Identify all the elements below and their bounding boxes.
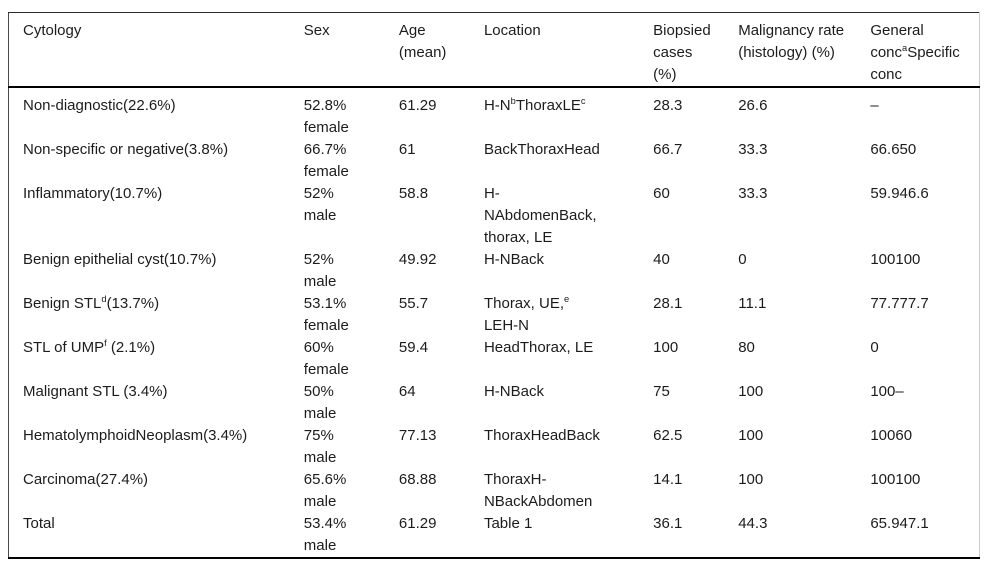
cell-age-mean: 55.7	[398, 295, 429, 312]
table-row: Malignant STL (3.4%) 50% male 64 H-NBack 75 10…	[9, 381, 980, 425]
cell-location: H-NBack	[483, 383, 544, 400]
cell-age-mean: 58.8	[398, 185, 429, 202]
cell-location: H- NAbdomenBack, thorax, LE	[483, 185, 597, 246]
cell-general-specific-conc: 100100	[870, 251, 921, 268]
footnote-marker: a	[902, 43, 908, 53]
column-header-general-specific-conc: General concaSpecific conc	[870, 12, 980, 88]
cell-malignancy-rate: 33.3	[738, 185, 768, 202]
cell-general-specific-conc: 100–	[870, 383, 904, 400]
cytology-table: Cytology Sex Age (mean) Location Biopsied case…	[8, 12, 980, 559]
cell-age-mean: 68.88	[398, 471, 437, 488]
cell-age-mean: 61.29	[398, 97, 437, 114]
cell-cytology: HematolymphoidNeoplasm(3.4%)	[23, 427, 248, 444]
cell-location: Thorax, UE,e LEH-N	[483, 294, 570, 334]
cell-location: ThoraxHeadBack	[483, 427, 600, 444]
cell-general-specific-conc: 0	[870, 339, 879, 356]
cell-biopsied-cases: 14.1	[653, 471, 683, 488]
cell-general-specific-conc: 77.777.7	[870, 295, 929, 312]
cell-cytology: Benign epithelial cyst(10.7%)	[23, 251, 217, 268]
cell-location: ThoraxH- NBackAbdomen	[483, 471, 593, 510]
table-row: Non-diagnostic(22.6%) 52.8% female 61.29 H-N…	[9, 87, 980, 139]
cell-general-specific-conc: 10060	[870, 427, 913, 444]
cell-malignancy-rate: 0	[738, 251, 747, 268]
cell-malignancy-rate: 100	[738, 383, 764, 400]
cell-age-mean: 61	[398, 141, 416, 158]
cell-biopsied-cases: 36.1	[653, 515, 683, 532]
cell-malignancy-rate: 44.3	[738, 515, 768, 532]
cell-biopsied-cases: 100	[653, 339, 679, 356]
cell-malignancy-rate: 33.3	[738, 141, 768, 158]
cell-cytology: Malignant STL (3.4%)	[23, 383, 168, 400]
table-row: HematolymphoidNeoplasm(3.4%) 75% male 77.13…	[9, 425, 980, 469]
cell-general-specific-conc: –	[870, 97, 879, 114]
column-header-malignancy-rate: Malignancy rate (histology) (%)	[738, 12, 871, 88]
footnote-marker: c	[580, 96, 586, 106]
cell-cytology: Total	[23, 515, 55, 532]
cell-age-mean: 61.29	[398, 515, 437, 532]
cell-cytology: Non-specific or negative(3.8%)	[23, 141, 229, 158]
cell-biopsied-cases: 28.3	[653, 97, 683, 114]
cell-location: H-NBack	[483, 251, 544, 268]
cell-location: Table 1	[483, 515, 533, 532]
cell-cytology: Carcinoma(27.4%)	[23, 471, 149, 488]
cell-location: HeadThorax, LE	[483, 339, 594, 356]
table-row: Inflammatory(10.7%) 52% male 58.8 H- NAbdomen…	[9, 183, 980, 249]
column-header-sex: Sex	[303, 12, 399, 88]
cell-cytology: Benign STLd(13.7%)	[23, 294, 160, 312]
cell-sex: 50% male	[303, 383, 337, 422]
cell-sex: 75% male	[303, 427, 337, 466]
table-row: Carcinoma(27.4%) 65.6% male 68.88 ThoraxH- NB…	[9, 469, 980, 513]
column-header-biopsied-cases: Biopsied cases (%)	[653, 12, 739, 88]
footnote-marker: d	[101, 294, 107, 304]
cell-sex: 52.8% female	[303, 97, 349, 136]
cell-sex: 52% male	[303, 251, 337, 290]
cell-age-mean: 64	[398, 383, 416, 400]
cell-malignancy-rate: 100	[738, 471, 764, 488]
table-row: Non-specific or negative(3.8%) 66.7% femal…	[9, 139, 980, 183]
table-header: Cytology Sex Age (mean) Location Biopsied case…	[8, 12, 980, 88]
footnote-marker: e	[564, 294, 570, 304]
cell-malignancy-rate: 100	[738, 427, 764, 444]
table-body: Non-diagnostic(22.6%) 52.8% female 61.29 H-N…	[9, 87, 980, 558]
cell-sex: 60% female	[303, 339, 349, 378]
cell-general-specific-conc: 65.947.1	[870, 515, 929, 532]
cell-location: BackThoraxHead	[483, 141, 600, 158]
cell-age-mean: 77.13	[398, 427, 437, 444]
cell-age-mean: 59.4	[398, 339, 429, 356]
cell-general-specific-conc: 66.650	[870, 141, 917, 158]
cell-biopsied-cases: 75	[653, 383, 670, 400]
cell-malignancy-rate: 26.6	[738, 97, 768, 114]
footnote-marker: f	[104, 338, 107, 348]
cell-sex: 66.7% female	[303, 141, 349, 180]
cell-biopsied-cases: 40	[653, 251, 670, 268]
cell-biopsied-cases: 60	[653, 185, 670, 202]
table-header-row: Cytology Sex Age (mean) Location Biopsied case…	[8, 12, 980, 88]
cell-cytology: Non-diagnostic(22.6%)	[23, 97, 176, 114]
cell-location: H-NbThoraxLEc	[483, 96, 586, 114]
column-header-age-mean: Age (mean)	[398, 12, 484, 88]
cell-biopsied-cases: 62.5	[653, 427, 683, 444]
table-row: Benign epithelial cyst(10.7%) 52% male 49.9…	[9, 249, 980, 293]
cell-biopsied-cases: 66.7	[653, 141, 683, 158]
cell-biopsied-cases: 28.1	[653, 295, 683, 312]
table-row: Benign STLd(13.7%) 53.1% female 55.7 Thorax,…	[9, 293, 980, 337]
cell-sex: 53.1% female	[303, 295, 349, 334]
cell-sex: 53.4% male	[303, 515, 347, 554]
cell-general-specific-conc: 100100	[870, 471, 921, 488]
column-header-location: Location	[483, 12, 654, 88]
cell-age-mean: 49.92	[398, 251, 437, 268]
cell-sex: 52% male	[303, 185, 337, 224]
table-row: STL of UMPf (2.1%) 60% female 59.4 HeadThora…	[9, 337, 980, 381]
footnote-marker: b	[510, 96, 516, 106]
table-row: Total 53.4% male 61.29 Table 1 36.1 44.3 65.947…	[9, 513, 980, 558]
cell-sex: 65.6% male	[303, 471, 347, 510]
cell-cytology: STL of UMPf (2.1%)	[23, 338, 156, 356]
cell-cytology: Inflammatory(10.7%)	[23, 185, 163, 202]
column-header-cytology: Cytology	[8, 12, 304, 88]
cell-general-specific-conc: 59.946.6	[870, 185, 929, 202]
cell-malignancy-rate: 11.1	[738, 295, 767, 312]
cell-malignancy-rate: 80	[738, 339, 755, 356]
